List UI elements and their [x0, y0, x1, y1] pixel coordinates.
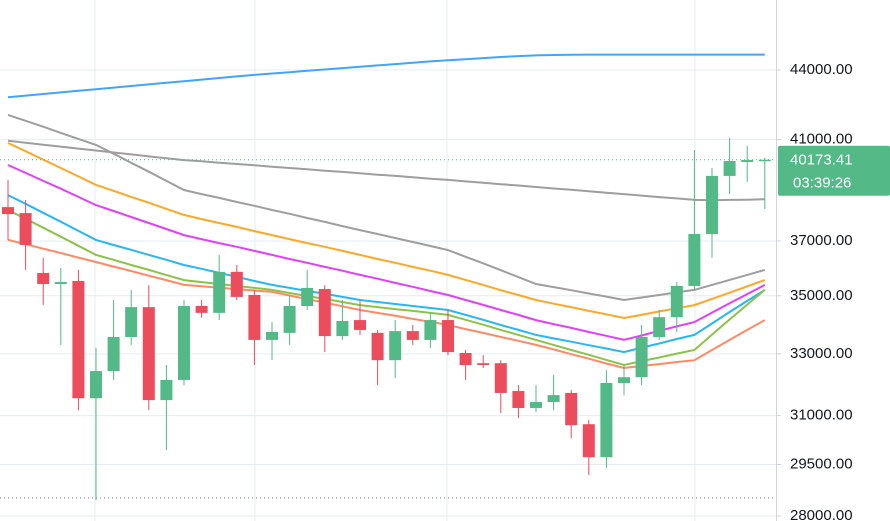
- candle-body: [107, 336, 120, 372]
- candle-body: [72, 280, 85, 399]
- candle-body: [178, 306, 190, 380]
- candle-body: [389, 331, 402, 361]
- moving-average: [7, 139, 765, 202]
- moving-average: [7, 53, 765, 99]
- candle-body: [670, 285, 683, 318]
- countdown-label: 03:39:26: [793, 175, 851, 192]
- candle-body: [477, 363, 490, 366]
- candle-body: [318, 289, 331, 337]
- candle-body: [530, 401, 542, 408]
- candle-body: [706, 175, 718, 235]
- candle-body: [494, 363, 507, 393]
- candle-body: [301, 287, 314, 307]
- candle-body: [723, 161, 736, 176]
- candle-body: [512, 391, 525, 408]
- candle-body: [653, 317, 666, 337]
- moving-average: [7, 164, 766, 341]
- y-tick-label: 35000.00: [790, 287, 853, 304]
- candle-body: [442, 320, 454, 353]
- y-tick-label: 29500.00: [790, 456, 853, 473]
- candle-body: [741, 160, 754, 163]
- candle-body: [37, 272, 50, 285]
- candle-body: [2, 207, 14, 215]
- overlays: [7, 53, 766, 370]
- candle-body: [195, 306, 208, 313]
- y-tick-label: 31000.00: [790, 407, 853, 424]
- y-tick-label: 44000.00: [790, 61, 853, 78]
- last-price-box: [778, 145, 890, 196]
- candle-body: [54, 282, 67, 285]
- candle-body: [600, 383, 613, 458]
- candle-body: [213, 271, 226, 313]
- moving-average: [7, 113, 766, 302]
- moving-average: [7, 142, 766, 320]
- candle-body: [160, 379, 173, 401]
- candle-body: [248, 294, 261, 340]
- candle-body: [90, 371, 102, 399]
- candle-body: [266, 331, 278, 340]
- candle-body: [565, 392, 578, 426]
- candle-body: [758, 159, 771, 162]
- candle-body: [336, 320, 349, 337]
- moving-average: [7, 209, 766, 367]
- candle-body: [635, 336, 648, 378]
- candle-body: [688, 234, 701, 286]
- candle-body: [354, 320, 366, 330]
- candle-body: [125, 307, 138, 337]
- candle-body: [406, 331, 419, 340]
- y-tick-label: 41000.00: [790, 131, 853, 148]
- candle-body: [424, 320, 437, 340]
- last-price-label: 40173.41: [790, 152, 853, 169]
- candle-body: [618, 377, 630, 384]
- candle-body: [582, 424, 595, 458]
- candle-body: [459, 352, 472, 366]
- y-tick-label: 28000.00: [790, 507, 853, 521]
- candle-body: [283, 306, 296, 333]
- y-tick-label: 33000.00: [790, 345, 853, 362]
- candle-body: [142, 307, 155, 401]
- candle-body: [547, 395, 560, 402]
- y-tick-label: 37000.00: [790, 232, 853, 249]
- candles: [2, 137, 771, 501]
- candle-body: [19, 213, 32, 245]
- candle-body: [230, 271, 243, 297]
- moving-average: [7, 194, 766, 354]
- candle-body: [371, 332, 384, 361]
